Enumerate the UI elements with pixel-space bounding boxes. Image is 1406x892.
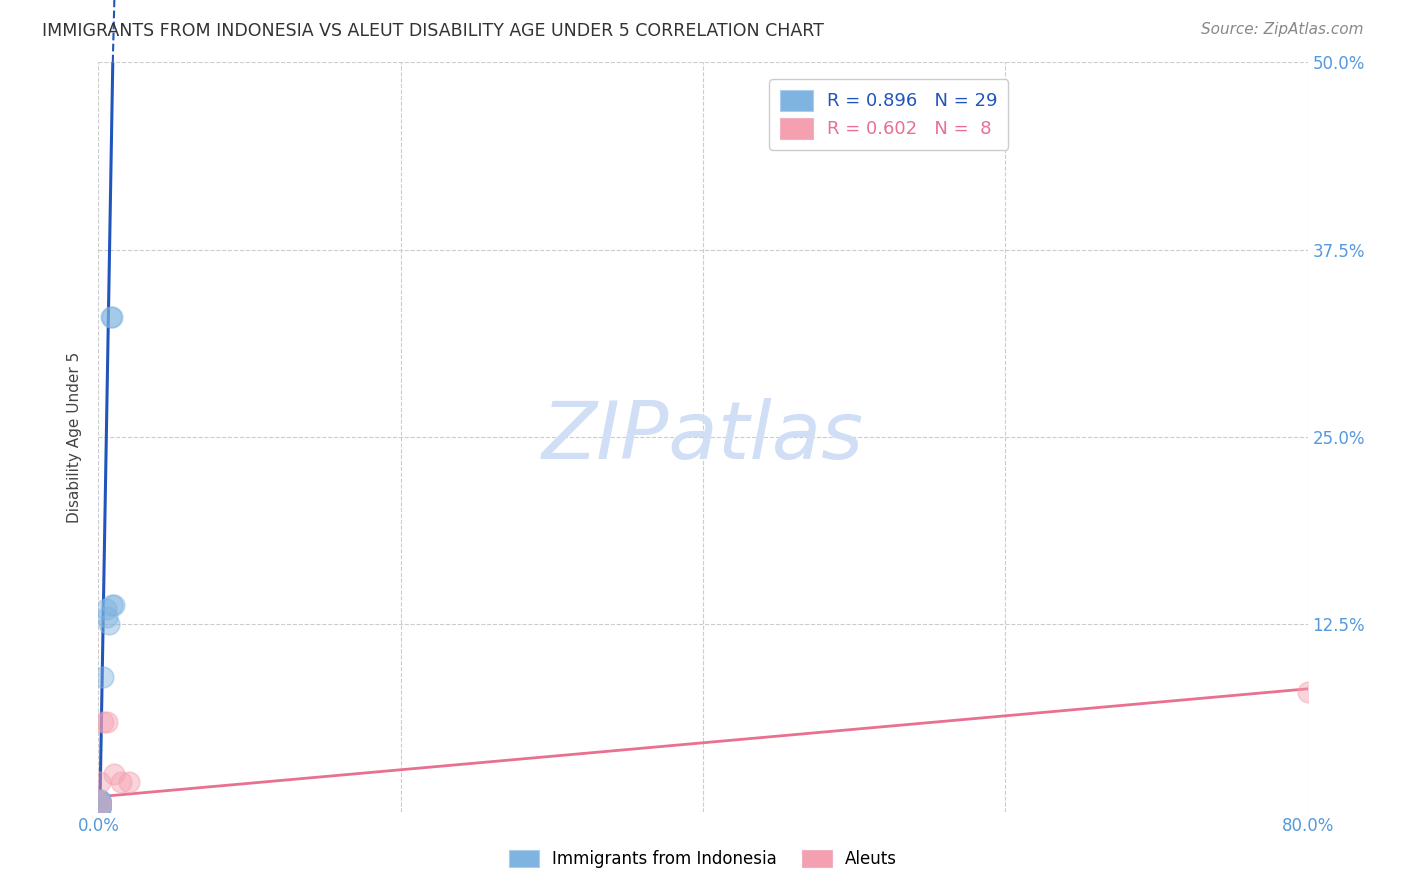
Point	[89, 800, 111, 814]
Point	[89, 797, 111, 812]
Point	[89, 796, 111, 810]
Point	[100, 310, 122, 325]
Point	[96, 610, 118, 624]
Text: Source: ZipAtlas.com: Source: ZipAtlas.com	[1201, 22, 1364, 37]
Point	[89, 797, 111, 812]
Point	[89, 794, 111, 808]
Point	[89, 796, 111, 810]
Point	[89, 797, 111, 812]
Point	[101, 598, 124, 612]
Point	[89, 800, 111, 814]
Point	[89, 802, 111, 816]
Point	[1296, 685, 1319, 699]
Point	[89, 800, 111, 814]
Point	[94, 602, 117, 616]
Point	[110, 774, 132, 789]
Point	[103, 598, 125, 612]
Point	[89, 800, 111, 814]
Point	[89, 796, 111, 810]
Point	[96, 714, 118, 729]
Point	[89, 798, 111, 813]
Point	[89, 793, 111, 807]
Point	[91, 670, 114, 684]
Point	[89, 800, 111, 814]
Y-axis label: Disability Age Under 5: Disability Age Under 5	[67, 351, 83, 523]
Text: ZIPatlas: ZIPatlas	[541, 398, 865, 476]
Point	[89, 793, 111, 807]
Point	[101, 310, 124, 325]
Point	[89, 800, 111, 814]
Legend: Immigrants from Indonesia, Aleuts: Immigrants from Indonesia, Aleuts	[502, 843, 904, 875]
Point	[89, 797, 111, 812]
Point	[98, 617, 121, 632]
Text: IMMIGRANTS FROM INDONESIA VS ALEUT DISABILITY AGE UNDER 5 CORRELATION CHART: IMMIGRANTS FROM INDONESIA VS ALEUT DISAB…	[42, 22, 824, 40]
Point	[89, 798, 111, 813]
Legend: R = 0.896   N = 29, R = 0.602   N =  8: R = 0.896 N = 29, R = 0.602 N = 8	[769, 79, 1008, 150]
Point	[91, 714, 114, 729]
Point	[89, 797, 111, 812]
Point	[103, 767, 125, 781]
Point	[89, 798, 111, 813]
Point	[89, 774, 111, 789]
Point	[89, 794, 111, 808]
Point	[118, 774, 141, 789]
